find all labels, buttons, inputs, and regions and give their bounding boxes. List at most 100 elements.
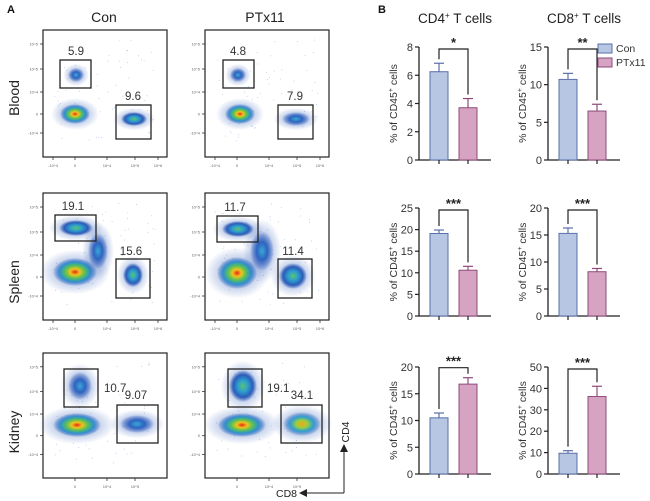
- cd8-gate[interactable]: [280, 404, 323, 444]
- cd8-gate[interactable]: [116, 404, 159, 444]
- event-dot: [270, 447, 272, 449]
- x-tick-label: -10^4: [48, 326, 59, 331]
- event-dot: [153, 243, 155, 245]
- y-tick-label: 0: [198, 433, 201, 438]
- density-cluster: [60, 104, 90, 124]
- event-dot: [120, 235, 122, 237]
- x-tick-label: 10^6: [154, 326, 163, 331]
- event-dot: [113, 462, 114, 464]
- cd8-gate[interactable]: [115, 258, 151, 299]
- event-dot: [283, 303, 285, 304]
- event-dot: [123, 239, 125, 241]
- event-dot: [91, 205, 93, 207]
- event-dot: [92, 388, 93, 390]
- event-dot: [268, 442, 270, 444]
- cd4-gate[interactable]: [216, 215, 259, 243]
- event-dot: [130, 298, 132, 300]
- cd4-arrow-head-icon: [340, 444, 348, 452]
- bar-ptx11[interactable]: [587, 396, 607, 475]
- bar-ptx11[interactable]: [458, 107, 478, 161]
- event-dot: [269, 219, 271, 221]
- event-dot: [95, 401, 97, 403]
- event-dot: [72, 442, 74, 444]
- bar-chart-spleen-cd8: % of CD45+ cells 0 5 10 15 20 ***: [517, 196, 620, 323]
- bar-con[interactable]: [558, 78, 578, 161]
- legend-swatch-ptx11: [597, 57, 613, 68]
- legend: Con PTx11: [597, 43, 646, 69]
- event-dot: [300, 395, 302, 397]
- y-tick-label: 8: [407, 42, 413, 54]
- x-tick-label: -10^4: [210, 326, 221, 331]
- event-dot: [229, 130, 231, 132]
- bar-con[interactable]: [429, 232, 449, 317]
- x-tick-label: 0: [236, 484, 239, 489]
- event-dot: [234, 435, 236, 437]
- event-dot: [127, 218, 129, 220]
- event-dot: [134, 440, 136, 442]
- event-dot: [119, 39, 121, 41]
- cd4-gate[interactable]: [227, 368, 263, 408]
- event-dot: [269, 304, 271, 306]
- cd4-gate[interactable]: [63, 368, 99, 408]
- cd4-gate[interactable]: [222, 59, 255, 89]
- event-dot: [229, 123, 231, 125]
- event-dot: [218, 379, 220, 381]
- cd8-gate[interactable]: [115, 104, 152, 140]
- event-dot: [144, 422, 145, 424]
- event-dot: [148, 132, 150, 134]
- event-dot: [71, 394, 73, 396]
- bar-ptx11[interactable]: [587, 271, 607, 317]
- event-dot: [65, 69, 67, 71]
- bar-con[interactable]: [558, 232, 578, 317]
- event-dot: [227, 420, 229, 422]
- event-dot: [315, 453, 317, 455]
- event-dot: [138, 55, 139, 57]
- event-dot: [281, 207, 283, 209]
- event-dot: [265, 456, 267, 458]
- cd8-gate[interactable]: [277, 258, 313, 299]
- event-dot: [56, 416, 58, 417]
- event-dot: [76, 218, 78, 220]
- event-dot: [223, 212, 225, 214]
- event-dot: [268, 83, 270, 85]
- bar-con[interactable]: [429, 71, 449, 161]
- bar-con[interactable]: [558, 452, 578, 475]
- event-dot: [55, 289, 56, 291]
- x-tick-label: 10^4: [265, 326, 274, 331]
- event-dot: [115, 84, 117, 86]
- column-title-con: Con: [91, 9, 117, 25]
- bar-ptx11[interactable]: [458, 269, 478, 317]
- cd4-gate[interactable]: [59, 59, 92, 89]
- event-dot: [92, 283, 94, 285]
- event-dot: [256, 97, 258, 99]
- y-tick-label: 10^5: [191, 67, 200, 72]
- flow-plot-spleen-con: 19.1 15.6 10^5 10^5 10^4 0 -10^4 -10^4 0 10^4 10^5…: [28, 192, 168, 331]
- event-dot: [246, 95, 248, 97]
- event-dot: [104, 235, 106, 237]
- cd4-gate[interactable]: [54, 214, 97, 242]
- cd4-gate-percentage: 19.1: [267, 383, 289, 395]
- y-tick-label: 10^5: [29, 42, 38, 47]
- density-cluster: [88, 233, 108, 269]
- y-tick-label: 10^5: [191, 42, 200, 47]
- cd8-gate[interactable]: [277, 104, 314, 140]
- cd8-gate-percentage: 7.9: [287, 91, 303, 103]
- event-dot: [140, 266, 142, 268]
- event-dot: [111, 108, 113, 110]
- event-dot: [76, 226, 78, 228]
- x-tick-label: 10^5: [293, 484, 302, 489]
- event-dot: [263, 275, 265, 277]
- bar-ptx11[interactable]: [587, 110, 607, 161]
- event-dot: [127, 212, 129, 214]
- bar-ptx11[interactable]: [458, 383, 478, 475]
- bar-con[interactable]: [429, 417, 449, 475]
- event-dot: [77, 378, 79, 380]
- event-dot: [268, 391, 270, 393]
- event-dot: [114, 432, 116, 434]
- event-dot: [239, 413, 241, 415]
- event-dot: [221, 93, 223, 95]
- event-dot: [119, 67, 121, 69]
- y-axis-label: % of CD45+ cells: [388, 381, 400, 460]
- event-dot: [307, 291, 309, 293]
- y-tick-label: 20: [530, 426, 542, 438]
